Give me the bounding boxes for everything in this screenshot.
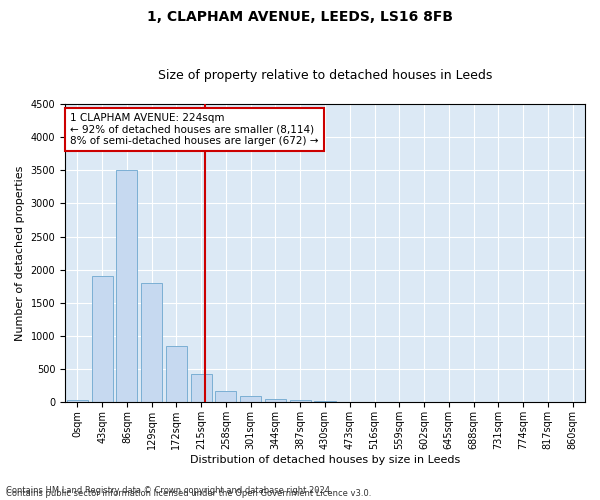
Bar bbox=[191, 374, 212, 402]
Text: Contains public sector information licensed under the Open Government Licence v3: Contains public sector information licen… bbox=[6, 488, 371, 498]
Text: Contains HM Land Registry data © Crown copyright and database right 2024.: Contains HM Land Registry data © Crown c… bbox=[6, 486, 332, 495]
Bar bbox=[290, 400, 311, 402]
Bar bbox=[265, 399, 286, 402]
X-axis label: Distribution of detached houses by size in Leeds: Distribution of detached houses by size … bbox=[190, 455, 460, 465]
Bar bbox=[92, 276, 113, 402]
Text: 1, CLAPHAM AVENUE, LEEDS, LS16 8FB: 1, CLAPHAM AVENUE, LEEDS, LS16 8FB bbox=[147, 10, 453, 24]
Bar bbox=[116, 170, 137, 402]
Bar bbox=[240, 396, 261, 402]
Title: Size of property relative to detached houses in Leeds: Size of property relative to detached ho… bbox=[158, 69, 492, 82]
Bar bbox=[141, 283, 162, 403]
Bar bbox=[166, 346, 187, 403]
Bar bbox=[67, 400, 88, 402]
Y-axis label: Number of detached properties: Number of detached properties bbox=[15, 166, 25, 341]
Text: 1 CLAPHAM AVENUE: 224sqm
← 92% of detached houses are smaller (8,114)
8% of semi: 1 CLAPHAM AVENUE: 224sqm ← 92% of detach… bbox=[70, 113, 319, 146]
Bar bbox=[215, 391, 236, 402]
